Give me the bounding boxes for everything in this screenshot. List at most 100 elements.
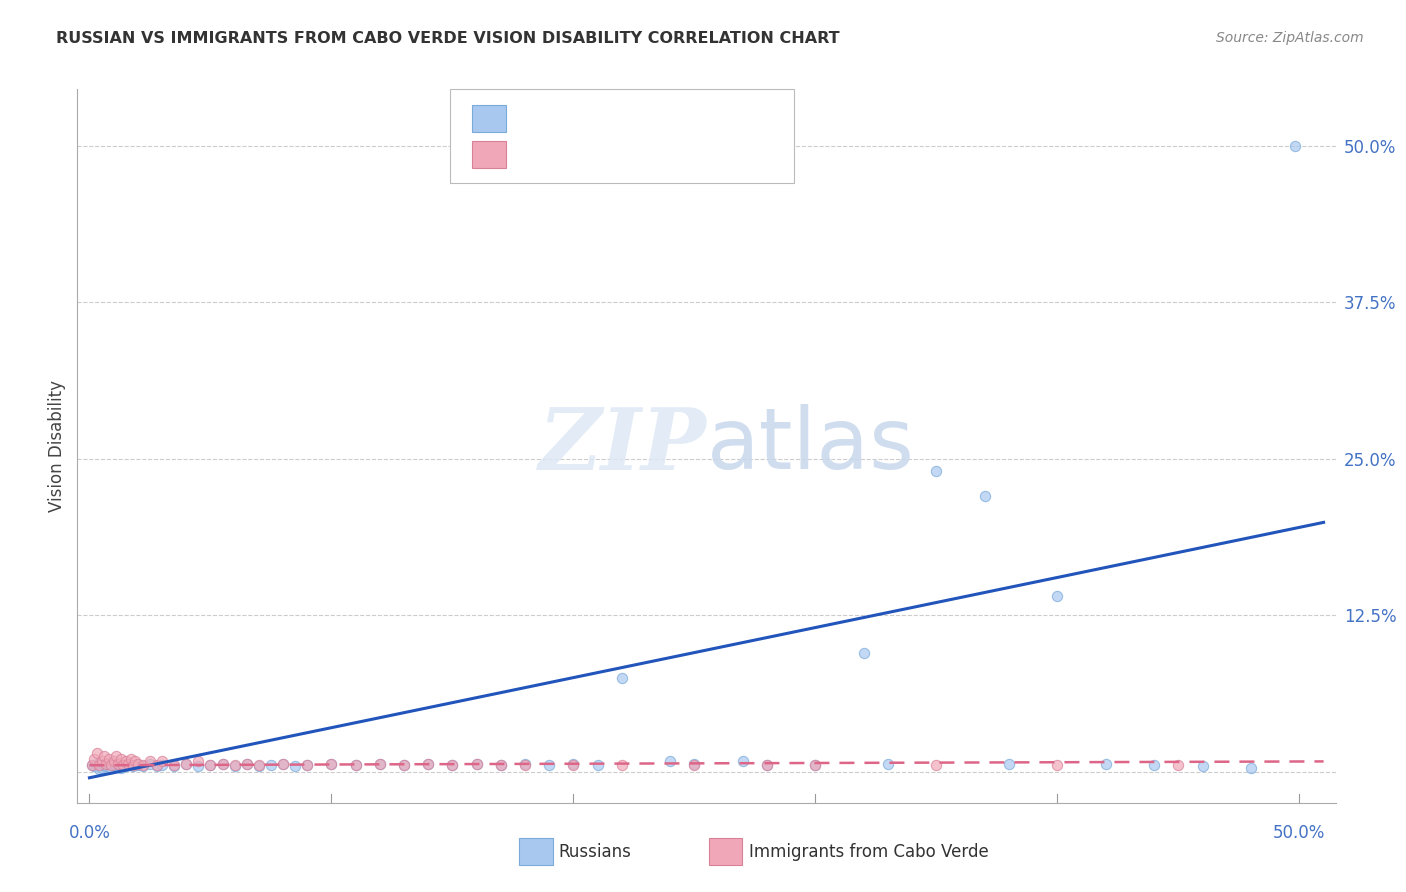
Point <box>139 756 162 771</box>
Point <box>489 758 512 772</box>
Point <box>112 758 135 772</box>
Text: R =: R = <box>516 110 554 128</box>
Point <box>127 756 149 771</box>
Point <box>107 756 129 771</box>
Point <box>174 756 197 771</box>
Point <box>163 759 186 773</box>
Point <box>87 762 110 776</box>
Point <box>392 758 415 772</box>
Point <box>100 761 122 775</box>
Point <box>150 755 173 769</box>
Point <box>150 758 173 772</box>
Text: N =: N = <box>621 110 661 128</box>
Point <box>83 752 105 766</box>
Point <box>187 759 209 773</box>
Point <box>235 756 257 771</box>
Point <box>344 758 367 772</box>
Text: Source: ZipAtlas.com: Source: ZipAtlas.com <box>1216 31 1364 45</box>
Point <box>344 758 367 772</box>
Point <box>321 756 343 771</box>
Point <box>139 755 162 769</box>
Point <box>127 758 149 772</box>
Text: N =: N = <box>621 145 661 163</box>
Point <box>683 756 706 771</box>
Point <box>731 755 754 769</box>
Point <box>110 761 132 775</box>
Point <box>513 756 536 771</box>
Point <box>852 646 875 660</box>
Point <box>418 756 440 771</box>
Point <box>105 759 128 773</box>
Point <box>1094 756 1116 771</box>
Text: 50.0%: 50.0% <box>1274 824 1326 842</box>
Point <box>86 746 108 760</box>
Point <box>538 758 561 772</box>
Point <box>586 758 609 772</box>
Point <box>174 756 197 771</box>
Point <box>224 758 246 772</box>
Point <box>146 759 169 773</box>
Point <box>96 756 118 771</box>
Point <box>610 758 633 772</box>
Point <box>441 758 464 772</box>
Point <box>659 755 682 769</box>
Point <box>122 758 145 772</box>
Point <box>187 755 209 769</box>
Point <box>925 464 948 478</box>
Point <box>1240 761 1263 775</box>
Point <box>83 759 105 773</box>
Point <box>90 755 112 769</box>
Point <box>465 756 488 771</box>
Point <box>96 759 118 773</box>
Point <box>80 758 103 772</box>
Point <box>756 758 779 772</box>
Point <box>200 758 222 772</box>
Point <box>368 756 391 771</box>
Point <box>117 756 139 771</box>
Point <box>683 758 706 772</box>
Point <box>105 749 128 764</box>
Point <box>610 671 633 685</box>
Point <box>120 752 142 766</box>
Point <box>804 758 827 772</box>
Point <box>114 759 136 773</box>
Point <box>110 752 132 766</box>
Point <box>86 756 108 771</box>
Point <box>224 759 246 773</box>
Point <box>271 756 294 771</box>
Y-axis label: Vision Disability: Vision Disability <box>48 380 66 512</box>
Point <box>1191 759 1213 773</box>
Point <box>418 756 440 771</box>
Point <box>117 756 139 771</box>
Point <box>489 758 512 772</box>
Point <box>100 758 122 772</box>
Text: RUSSIAN VS IMMIGRANTS FROM CABO VERDE VISION DISABILITY CORRELATION CHART: RUSSIAN VS IMMIGRANTS FROM CABO VERDE VI… <box>56 31 839 46</box>
Point <box>211 756 233 771</box>
Point <box>122 759 145 773</box>
Point <box>93 749 115 764</box>
Point <box>1143 758 1166 772</box>
Point <box>441 758 464 772</box>
Point <box>271 756 294 771</box>
Text: atlas: atlas <box>707 404 914 488</box>
Point <box>260 758 283 772</box>
Point <box>284 759 307 773</box>
Point <box>200 758 222 772</box>
Point <box>103 755 125 769</box>
Point <box>163 758 186 772</box>
Point <box>235 756 257 771</box>
Point <box>1167 758 1189 772</box>
Point <box>131 758 153 772</box>
Point <box>321 756 343 771</box>
Point <box>114 755 136 769</box>
Point <box>465 756 488 771</box>
Point <box>1046 589 1069 603</box>
Point <box>562 758 585 772</box>
Point <box>297 758 319 772</box>
Point <box>103 758 125 772</box>
Point <box>211 756 233 771</box>
Text: Russians: Russians <box>558 843 631 861</box>
Point <box>925 758 948 772</box>
Point <box>146 758 169 772</box>
Point <box>90 761 112 775</box>
